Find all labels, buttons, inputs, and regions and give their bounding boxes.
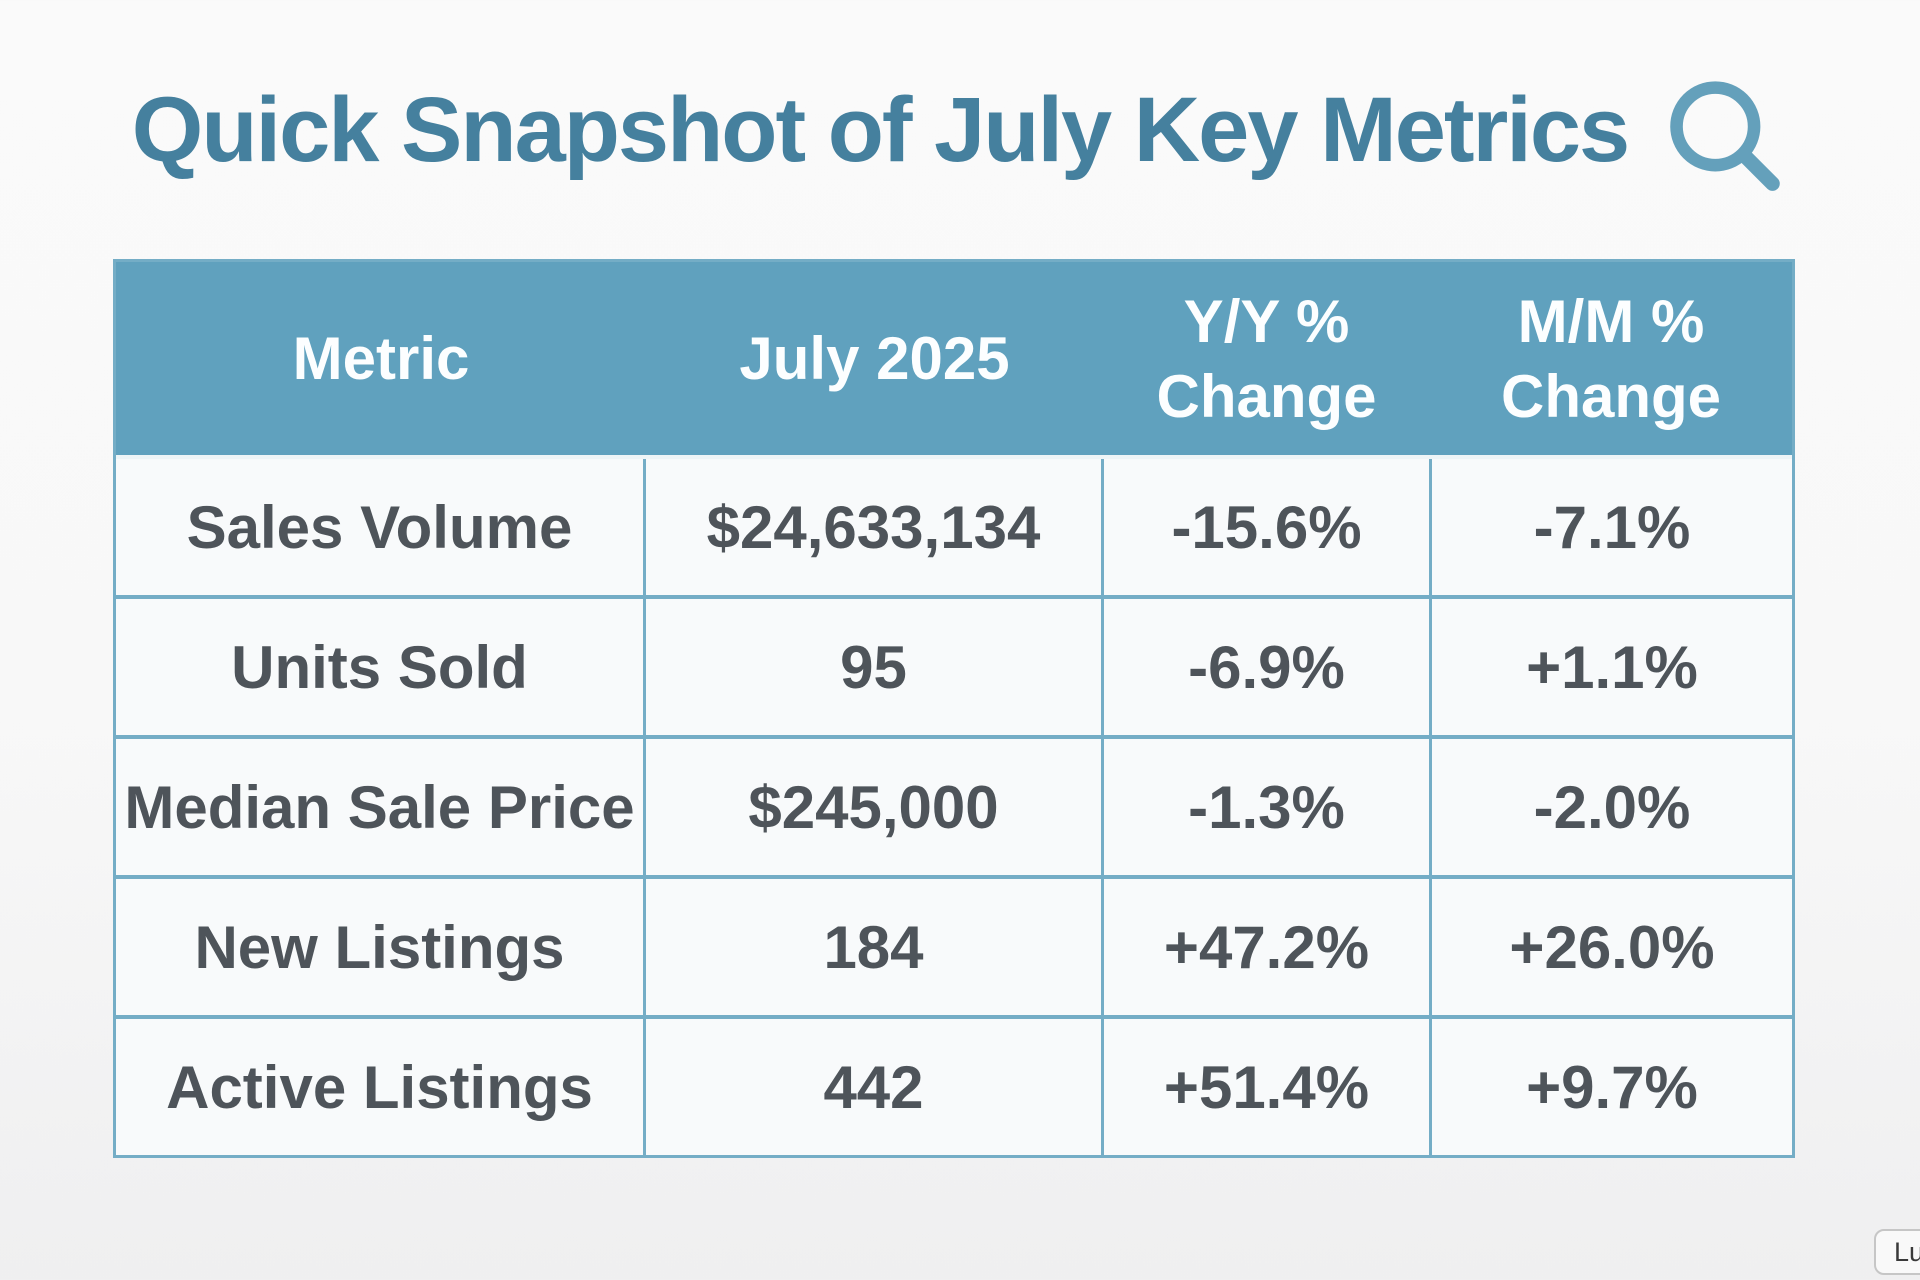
title-bar: Quick Snapshot of July Key Metrics xyxy=(0,58,1920,202)
column-header-metric: Metric xyxy=(292,325,470,392)
table-cell-value: 95 xyxy=(646,599,1101,735)
table-cell-metric: Sales Volume xyxy=(116,459,643,595)
table-row: Active Listings 442 +51.4% +9.7% xyxy=(116,1019,1792,1155)
table-cell-mm: -7.1% xyxy=(1432,459,1792,595)
table-cell-value: $245,000 xyxy=(646,739,1101,875)
table-row: Units Sold 95 -6.9% +1.1% xyxy=(116,599,1792,735)
page-title: Quick Snapshot of July Key Metrics xyxy=(131,78,1630,181)
metrics-table: Metric July 2025 Y/Y % Change M/M % Chan… xyxy=(113,259,1795,1158)
table-header-row: Metric July 2025 Y/Y % Change M/M % Chan… xyxy=(116,262,1792,459)
table-cell-mm: +1.1% xyxy=(1432,599,1792,735)
table-cell-value: $24,633,134 xyxy=(646,459,1101,595)
table-cell-yy: -15.6% xyxy=(1104,459,1429,595)
search-icon[interactable] xyxy=(1662,76,1788,202)
table-row: New Listings 184 +47.2% +26.0% xyxy=(116,879,1792,1015)
table-cell-value: 442 xyxy=(646,1019,1101,1155)
table-cell-yy: -1.3% xyxy=(1104,739,1429,875)
table-cell-mm: -2.0% xyxy=(1432,739,1792,875)
lucid-watermark-label: Luc xyxy=(1894,1236,1920,1267)
table-cell-value: 184 xyxy=(646,879,1101,1015)
table-cell-metric: New Listings xyxy=(116,879,643,1015)
table-cell-mm: +26.0% xyxy=(1432,879,1792,1015)
table-cell-yy: +51.4% xyxy=(1104,1019,1429,1155)
table-row: Median Sale Price $245,000 -1.3% -2.0% xyxy=(116,739,1792,875)
table-cell-mm: +9.7% xyxy=(1432,1019,1792,1155)
table-cell-metric: Units Sold xyxy=(116,599,643,735)
column-header-july-2025: July 2025 xyxy=(739,325,1010,392)
table-cell-metric: Median Sale Price xyxy=(116,739,643,875)
column-header-yy-change: Y/Y % Change xyxy=(1156,287,1377,430)
table-cell-metric: Active Listings xyxy=(116,1019,643,1155)
lucid-watermark-button[interactable]: Luc xyxy=(1874,1229,1920,1275)
table-cell-yy: -6.9% xyxy=(1104,599,1429,735)
column-header-mm-change: M/M % Change xyxy=(1500,287,1722,430)
table-row: Sales Volume $24,633,134 -15.6% -7.1% xyxy=(116,459,1792,595)
table-cell-yy: +47.2% xyxy=(1104,879,1429,1015)
